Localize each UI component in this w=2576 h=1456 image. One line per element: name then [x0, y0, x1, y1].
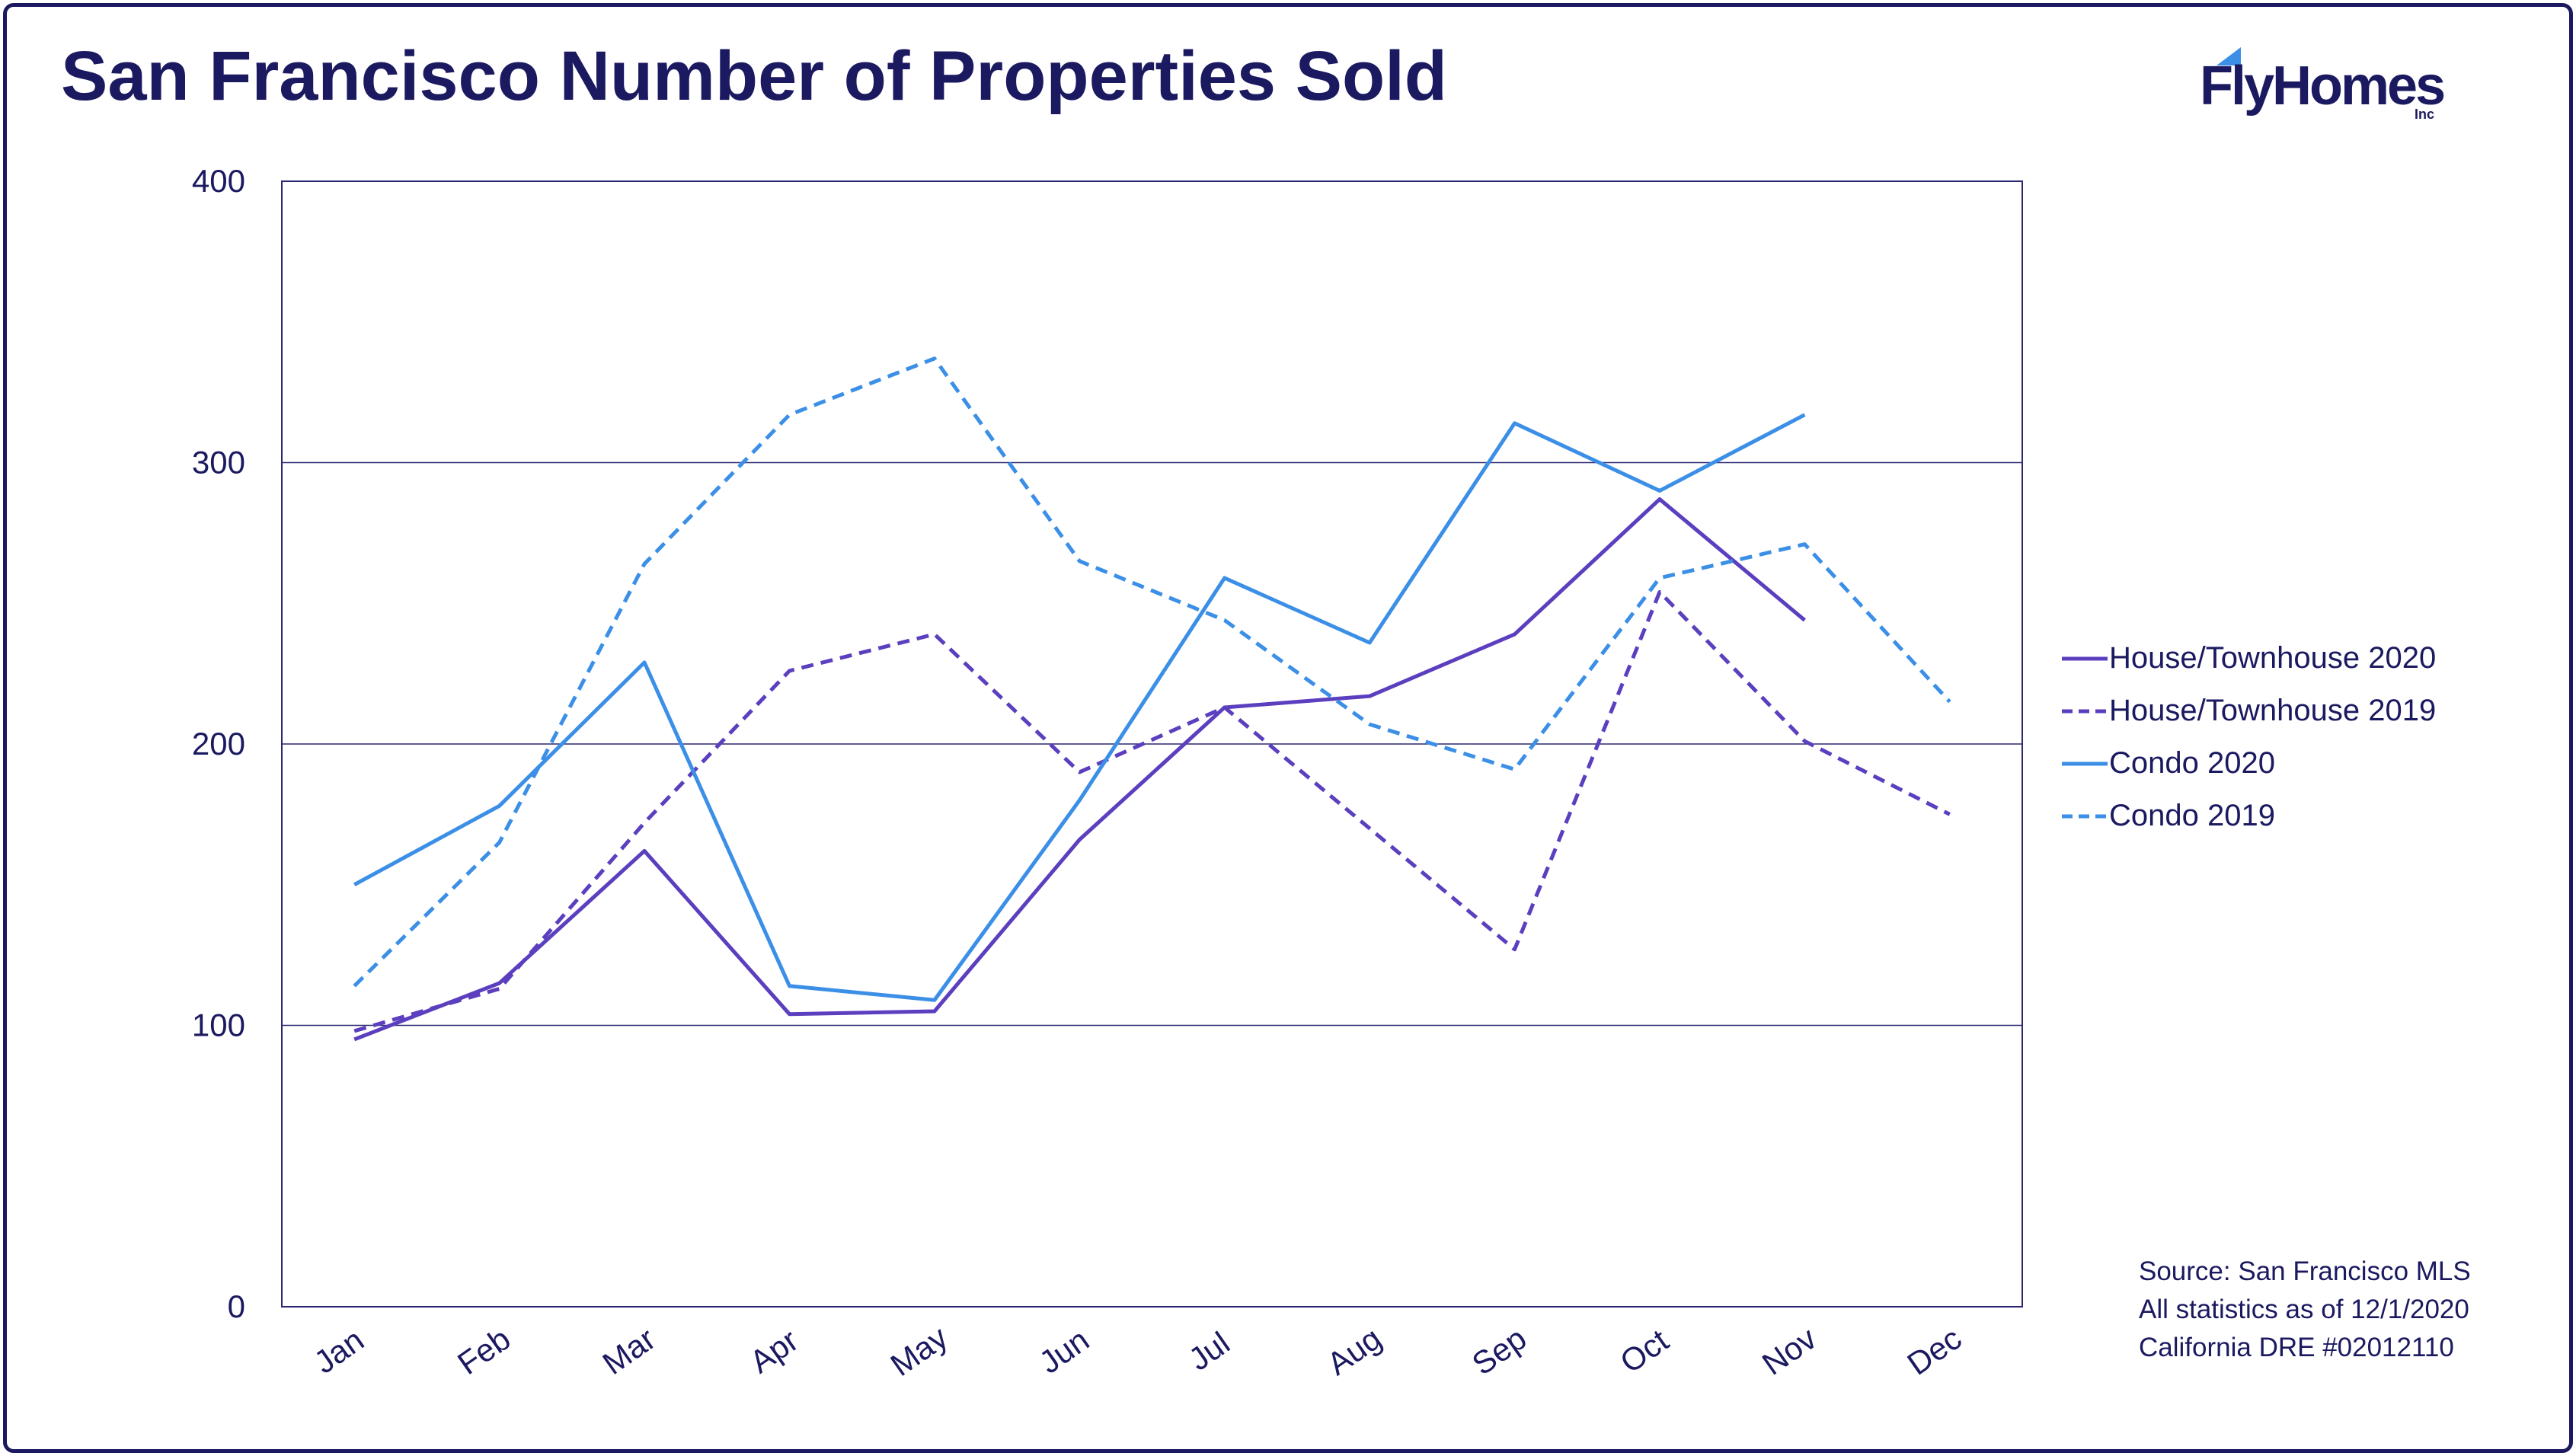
x-tick-label: Aug [1321, 1320, 1388, 1381]
series-line [353, 413, 1806, 1002]
x-tick-label: Jan [308, 1321, 370, 1380]
y-tick-label: 400 [192, 163, 245, 199]
y-tick-label: 300 [192, 445, 245, 481]
chart-legend: House/Townhouse 2020 House/Townhouse 2019… [2060, 632, 2436, 842]
x-tick-label: Dec [1900, 1320, 1967, 1381]
chart-title: San Francisco Number of Properties Sold [61, 37, 1447, 115]
y-tick-label: 200 [192, 726, 245, 762]
x-tick-label: Apr [743, 1322, 805, 1380]
legend-swatch [2062, 709, 2108, 713]
series-line [353, 589, 1951, 1033]
source-line: Source: San Francisco MLS [2139, 1256, 2471, 1286]
y-tick-label: 100 [192, 1007, 245, 1043]
x-tick-label: Sep [1465, 1320, 1532, 1381]
legend-item: House/Townhouse 2020 [2060, 632, 2436, 685]
legend-label: Condo 2020 [2109, 746, 2275, 780]
legend-label: House/Townhouse 2020 [2109, 641, 2437, 675]
plot-area [281, 180, 2023, 1308]
x-tick-label: May [884, 1319, 954, 1383]
y-tick-label: 0 [228, 1288, 245, 1324]
x-tick-label: Oct [1613, 1322, 1675, 1380]
x-tick-label: Nov [1756, 1320, 1823, 1381]
logo-wordmark: FlyHomes [2200, 56, 2446, 117]
legend-label: Condo 2019 [2109, 799, 2275, 832]
x-tick-label: Jul [1182, 1324, 1236, 1377]
source-line: All statistics as of 12/1/2020 [2139, 1295, 2469, 1324]
legend-swatch [2062, 762, 2108, 765]
source-line: California DRE #02012110 [2139, 1333, 2454, 1362]
flyhomes-logo: FlyHomes Inc [2200, 47, 2451, 131]
legend-swatch [2062, 656, 2108, 660]
series-line [353, 356, 1951, 988]
series-line [353, 497, 1806, 1042]
legend-item: House/Townhouse 2019 [2060, 685, 2436, 737]
legend-item: Condo 2020 [2060, 737, 2436, 790]
source-note: Source: San Francisco MLS All statistics… [2139, 1253, 2471, 1367]
x-tick-label: Mar [596, 1320, 662, 1381]
legend-label: House/Townhouse 2019 [2109, 694, 2437, 727]
x-tick-label: Feb [451, 1320, 516, 1381]
logo-flag-icon [2216, 47, 2241, 65]
legend-swatch [2062, 814, 2108, 818]
chart-frame [3, 3, 2573, 1453]
x-tick-label: Jun [1033, 1321, 1095, 1380]
logo-inc: Inc [2415, 107, 2435, 122]
legend-item: Condo 2019 [2060, 790, 2436, 842]
